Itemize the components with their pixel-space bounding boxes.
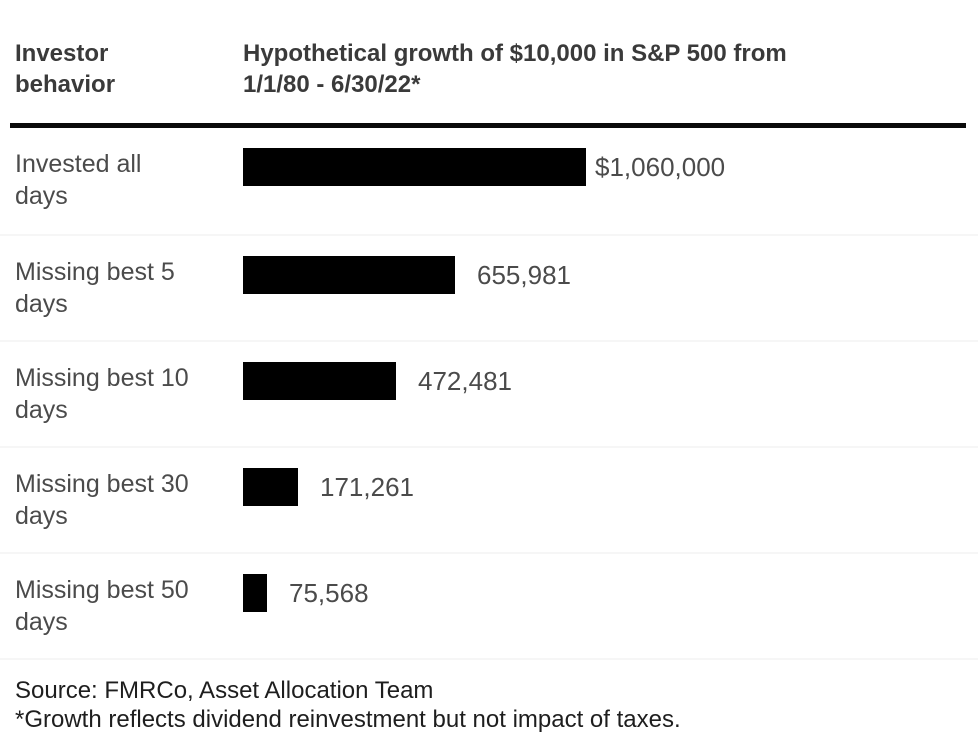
bar	[243, 256, 455, 294]
bar-group: $1,060,000	[243, 148, 725, 186]
row-label: Missing best 50 days	[15, 576, 189, 636]
row-header-label: Investor behavior	[15, 40, 116, 98]
value-label: 171,261	[320, 471, 414, 502]
row-label: Missing best 30 days	[15, 470, 189, 530]
header-divider	[10, 123, 966, 128]
bar	[243, 468, 298, 506]
bar	[243, 362, 396, 400]
source-text: Source: FMRCo, Asset Allocation Team	[15, 677, 434, 704]
value-label: 655,981	[477, 259, 571, 290]
bar-row-missing-best-30-days: Missing best 30 days 171,261	[0, 446, 978, 552]
bar-group: 655,981	[243, 256, 571, 294]
bar-group: 171,261	[243, 468, 414, 506]
chart-header: Investor behavior Hypothetical growth of…	[0, 0, 978, 100]
bar-row-missing-best-5-days: Missing best 5 days 655,981	[0, 234, 978, 340]
bar-rows: Invested all days $1,060,000 Missing bes…	[0, 128, 978, 658]
bar-row-missing-best-50-days: Missing best 50 days 75,568	[0, 552, 978, 658]
bar-row-invested-all-days: Invested all days $1,060,000	[0, 128, 978, 234]
bar-group: 75,568	[243, 574, 369, 612]
page-title: Hypothetical growth of $10,000 in S&P 50…	[243, 40, 787, 98]
row-label: Invested all days	[15, 150, 142, 210]
footnote-text: *Growth reflects dividend reinvestment b…	[15, 706, 681, 733]
bar-group: 472,481	[243, 362, 512, 400]
bar-row-missing-best-10-days: Missing best 10 days 472,481	[0, 340, 978, 446]
chart-footer: Source: FMRCo, Asset Allocation Team *Gr…	[0, 658, 978, 734]
row-label: Missing best 10 days	[15, 364, 189, 424]
bar	[243, 574, 267, 612]
value-label: $1,060,000	[595, 151, 726, 182]
value-label: 472,481	[418, 365, 512, 396]
row-label: Missing best 5 days	[15, 258, 175, 318]
bar	[243, 148, 586, 186]
value-label: 75,568	[289, 577, 369, 608]
